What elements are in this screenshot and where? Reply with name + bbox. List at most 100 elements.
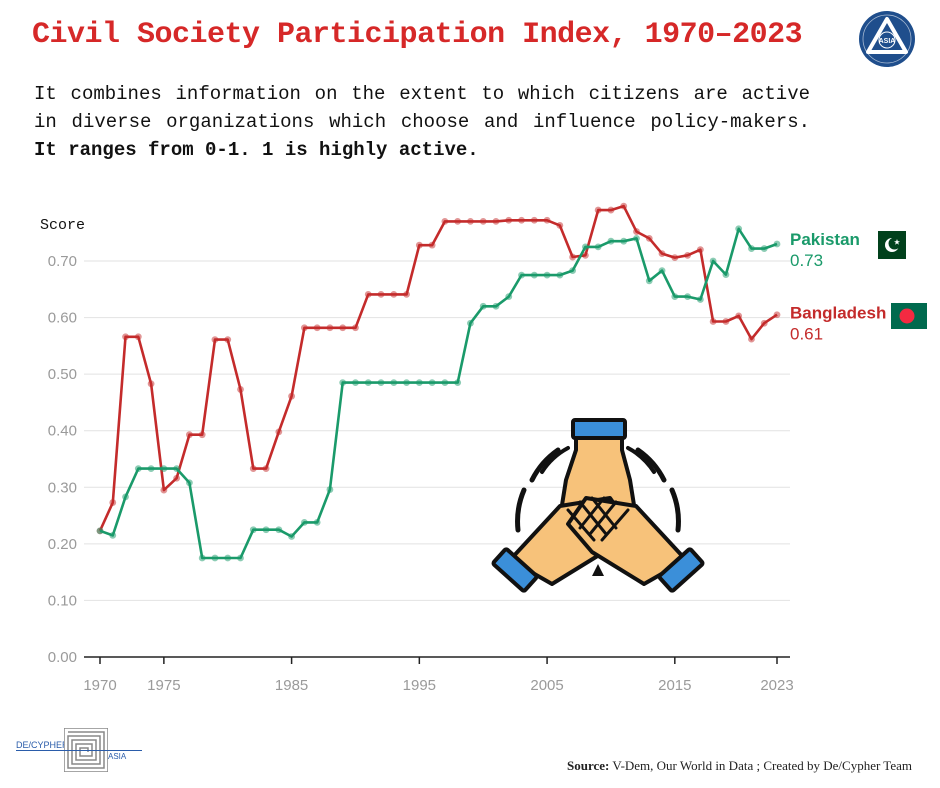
data-point [773, 240, 781, 248]
data-point [441, 218, 449, 225]
data-point [581, 243, 589, 251]
data-point [633, 234, 640, 242]
hands-joining-icon [491, 418, 705, 593]
data-point [671, 254, 679, 262]
data-point [237, 554, 244, 562]
x-tick-label: 2023 [760, 677, 793, 694]
data-point [300, 518, 308, 526]
data-point [569, 253, 577, 261]
data-point [633, 228, 640, 235]
data-point [543, 216, 551, 224]
data-point [237, 386, 244, 393]
data-point [530, 271, 538, 279]
data-point [275, 428, 283, 436]
decypher-asia-logo-icon: ASIA [859, 11, 915, 67]
y-tick-label: 0.50 [48, 366, 77, 383]
data-point [249, 465, 257, 473]
data-point [620, 202, 628, 210]
data-point [735, 312, 743, 320]
data-point [377, 290, 385, 298]
data-point [364, 290, 372, 298]
x-tick-label: 1975 [147, 677, 180, 694]
data-point [620, 237, 628, 245]
data-point [658, 250, 666, 258]
data-point [505, 216, 513, 224]
data-point [313, 518, 321, 526]
y-tick-label: 0.30 [48, 479, 77, 496]
series-group [96, 202, 781, 562]
data-point [122, 493, 129, 501]
data-point [173, 474, 181, 482]
data-point [198, 431, 206, 439]
data-point [505, 293, 513, 301]
y-tick-label: 0.60 [48, 310, 77, 327]
data-point [696, 246, 704, 254]
data-point [722, 318, 730, 325]
logo-text: ASIA [879, 38, 896, 45]
data-point [607, 206, 615, 214]
data-point [645, 277, 653, 285]
data-point [262, 526, 270, 534]
data-point [339, 324, 347, 332]
data-point [454, 218, 462, 225]
data-point [415, 241, 423, 249]
data-point [594, 206, 602, 214]
data-point [658, 267, 666, 275]
data-point [160, 465, 168, 473]
gridlines [84, 260, 790, 658]
data-point [134, 465, 142, 473]
data-point [479, 218, 487, 225]
series-name-label: Pakistan [790, 230, 860, 249]
data-point [377, 379, 385, 387]
data-point [288, 533, 296, 540]
data-point [415, 379, 423, 387]
data-point [684, 293, 691, 301]
y-tick-label: 0.40 [48, 423, 77, 440]
data-point [173, 465, 181, 473]
data-point [186, 431, 193, 439]
data-point [428, 379, 436, 387]
data-point [109, 531, 117, 539]
x-tick-label: 1985 [275, 677, 308, 694]
data-point [709, 257, 717, 265]
data-point [224, 554, 232, 562]
data-point [569, 267, 577, 275]
data-point [198, 554, 206, 562]
series-name-label: Bangladesh [790, 304, 886, 323]
x-tick-label: 2015 [658, 677, 691, 694]
data-point [735, 225, 743, 233]
footer-divider [16, 750, 142, 751]
data-point [339, 379, 347, 387]
x-tick-label: 2005 [530, 677, 563, 694]
data-point [748, 335, 755, 343]
x-tick-label: 1970 [83, 677, 116, 694]
data-point [211, 336, 219, 344]
data-point [352, 379, 359, 387]
data-point [122, 333, 129, 341]
data-point [696, 296, 704, 303]
y-tick-label: 0.20 [48, 536, 77, 553]
data-point [760, 319, 768, 327]
source-note: Source: V-Dem, Our World in Data ; Creat… [567, 758, 912, 774]
data-point [313, 324, 321, 332]
series-labels: Bangladesh 0.61 Pakistan 0.73 [790, 230, 886, 344]
data-point [224, 336, 232, 344]
y-tick-label: 0.00 [48, 649, 77, 666]
data-point [709, 318, 717, 325]
data-point [492, 302, 500, 310]
data-point [760, 245, 768, 252]
data-point [352, 324, 359, 332]
data-point [748, 245, 755, 252]
data-point [428, 241, 436, 249]
data-point [518, 216, 525, 224]
data-point [492, 218, 500, 225]
x-axis-ticks: 1970 1975 1985 1995 2005 2015 2023 [83, 657, 794, 694]
data-point [390, 290, 398, 298]
data-point [543, 271, 551, 279]
data-point [403, 379, 410, 387]
y-axis-label: Score [40, 217, 85, 234]
data-point [147, 380, 155, 388]
data-point [300, 324, 308, 332]
data-point [773, 311, 781, 319]
